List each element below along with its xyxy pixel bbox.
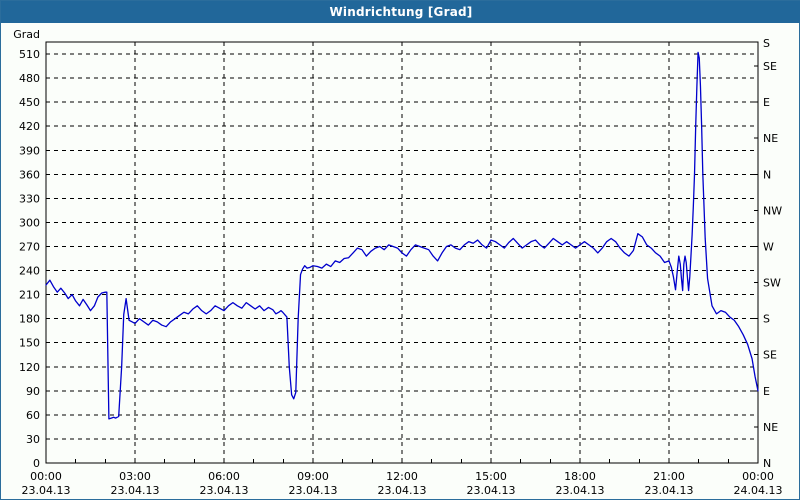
- compass-tick-label: W: [763, 240, 774, 253]
- y-tick-label: 510: [19, 48, 40, 61]
- x-tick-time-label: 18:00: [564, 470, 596, 483]
- x-tick-time-label: 06:00: [208, 470, 240, 483]
- y-tick-label: 300: [19, 216, 40, 229]
- x-tick-date-label: 23.04.13: [289, 484, 338, 497]
- x-tick-time-label: 09:00: [297, 470, 329, 483]
- x-tick-time-label: 12:00: [386, 470, 418, 483]
- compass-tick-label: E: [763, 96, 770, 109]
- x-tick-time-label: 03:00: [119, 470, 151, 483]
- compass-top-label: S: [763, 37, 770, 50]
- y-tick-label: 180: [19, 313, 40, 326]
- x-tick-date-label: 23.04.13: [200, 484, 249, 497]
- x-tick-time-label: 21:00: [653, 470, 685, 483]
- compass-tick-label: NW: [763, 204, 782, 217]
- y-unit-label: Grad: [13, 28, 40, 41]
- y-axis-unit-label: Grad: [13, 28, 40, 41]
- compass-tick-label: NE: [763, 421, 778, 434]
- compass-tick-label: N: [763, 457, 771, 470]
- x-tick-date-label: 23.04.13: [22, 484, 71, 497]
- compass-tick-label: SW: [763, 277, 781, 290]
- axis-ticks: [45, 53, 759, 464]
- x-tick-time-label: 15:00: [475, 470, 507, 483]
- window-title: Windrichtung [Grad]: [329, 5, 473, 19]
- compass-tick-label: S: [763, 313, 770, 326]
- x-tick-date-label: 23.04.13: [111, 484, 160, 497]
- y-tick-label: 30: [26, 433, 40, 446]
- x-tick-date-label: 23.04.13: [645, 484, 694, 497]
- y-tick-label: 450: [19, 96, 40, 109]
- x-tick-date-label: 23.04.13: [378, 484, 427, 497]
- y-tick-label: 150: [19, 337, 40, 350]
- window-title-bar: Windrichtung [Grad]: [1, 1, 800, 23]
- y-axis-tick-labels: 0 30 60 90 120 150 180 210 240 270 300 330 360 390 420…: [19, 48, 40, 470]
- compass-tick-label: N: [763, 168, 771, 181]
- series-line: [45, 51, 759, 420]
- x-axis-tick-labels: 00:0023.04.1303:0023.04.1306:0023.04.130…: [22, 470, 783, 497]
- x-tick-time-label: 00:00: [30, 470, 62, 483]
- compass-tick-label: E: [763, 385, 770, 398]
- y-tick-label: 0: [33, 457, 40, 470]
- y-tick-label: 360: [19, 168, 40, 181]
- chart-canvas: 0 30 60 90 120 150 180 210 240 270 300 330 360 390 420…: [1, 23, 800, 501]
- y-tick-label: 390: [19, 144, 40, 157]
- y-tick-label: 60: [26, 409, 40, 422]
- y-tick-label: 420: [19, 120, 40, 133]
- data-series-group: [45, 51, 759, 420]
- wind-direction-line-chart: 0 30 60 90 120 150 180 210 240 270 300 330 360 390 420…: [13, 28, 783, 497]
- compass-tick-label: NE: [763, 132, 778, 145]
- compass-tick-label: SE: [763, 60, 777, 73]
- y-tick-label: 210: [19, 289, 40, 302]
- y-tick-label: 480: [19, 72, 40, 85]
- y-tick-label: 270: [19, 240, 40, 253]
- y-tick-label: 330: [19, 192, 40, 205]
- x-tick-time-label: 00:00: [742, 470, 774, 483]
- x-tick-date-label: 24.04.13: [734, 484, 783, 497]
- x-tick-date-label: 23.04.13: [467, 484, 516, 497]
- x-tick-date-label: 23.04.13: [556, 484, 605, 497]
- compass-tick-label: SE: [763, 349, 777, 362]
- secondary-y-axis-tick-labels: N NE E SE S SW W NW N NE E SE S: [763, 37, 782, 470]
- y-tick-label: 90: [26, 385, 40, 398]
- y-tick-label: 120: [19, 361, 40, 374]
- y-tick-label: 240: [19, 265, 40, 278]
